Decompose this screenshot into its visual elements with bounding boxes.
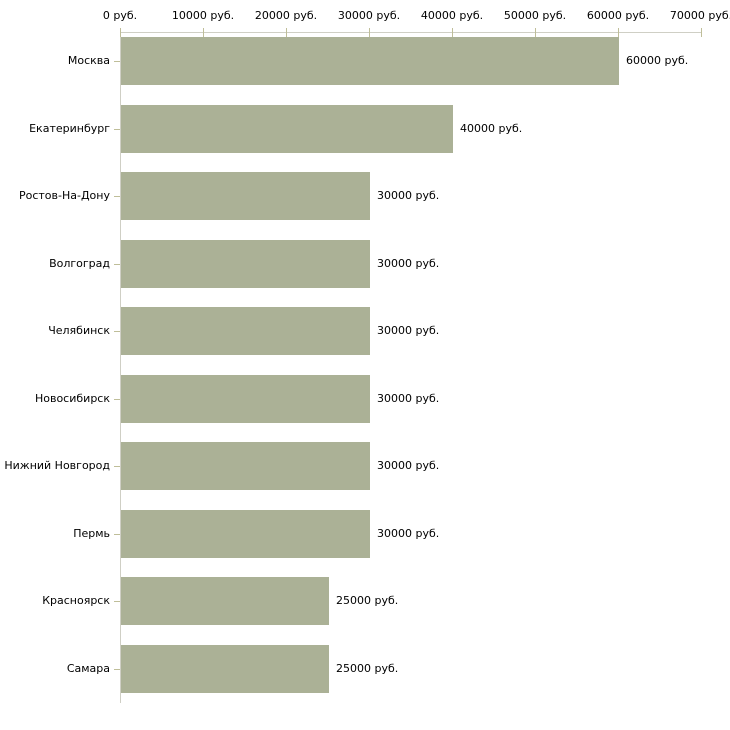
category-tick-mark (114, 129, 120, 130)
x-tick-mark (535, 28, 536, 37)
y-axis-line (120, 32, 121, 703)
category-tick-mark (114, 399, 120, 400)
x-tick-mark (203, 28, 204, 37)
bar (121, 172, 370, 220)
category-label: Красноярск (42, 594, 110, 607)
bar (121, 510, 370, 558)
value-label: 30000 руб. (377, 392, 440, 405)
category-label: Ростов-На-Дону (18, 189, 110, 202)
category-tick-mark (114, 196, 120, 197)
value-label: 40000 руб. (460, 122, 523, 135)
category-tick-mark (114, 534, 120, 535)
category-label: Челябинск (48, 324, 110, 337)
bar (121, 240, 370, 288)
category-tick-mark (114, 601, 120, 602)
bar (121, 645, 329, 693)
bar (121, 307, 370, 355)
value-label: 25000 руб. (336, 594, 399, 607)
category-label: Москва (67, 54, 110, 67)
category-label: Новосибирск (34, 392, 110, 405)
bar (121, 577, 329, 625)
x-tick-mark (120, 28, 121, 37)
x-axis-line (120, 32, 702, 33)
x-tick-label: 70000 руб. (669, 9, 730, 22)
x-tick-mark (618, 28, 619, 37)
value-label: 30000 руб. (377, 189, 440, 202)
category-tick-mark (114, 466, 120, 467)
x-tick-label: 30000 руб. (337, 9, 401, 22)
bar (121, 442, 370, 490)
x-tick-mark (701, 28, 702, 37)
value-label: 30000 руб. (377, 257, 440, 270)
bar (121, 375, 370, 423)
category-tick-mark (114, 669, 120, 670)
bar (121, 37, 619, 85)
category-tick-mark (114, 61, 120, 62)
x-tick-label: 10000 руб. (171, 9, 235, 22)
x-tick-label: 0 руб. (102, 9, 138, 22)
x-tick-label: 50000 руб. (503, 9, 567, 22)
category-label: Волгоград (49, 257, 110, 270)
category-label: Екатеринбург (29, 122, 110, 135)
x-tick-label: 60000 руб. (586, 9, 650, 22)
value-label: 30000 руб. (377, 527, 440, 540)
value-label: 60000 руб. (626, 54, 689, 67)
category-tick-mark (114, 264, 120, 265)
x-tick-mark (369, 28, 370, 37)
value-label: 30000 руб. (377, 459, 440, 472)
category-label: Пермь (73, 527, 110, 540)
category-label: Нижний Новгород (4, 459, 110, 472)
bar (121, 105, 453, 153)
value-label: 30000 руб. (377, 324, 440, 337)
value-label: 25000 руб. (336, 662, 399, 675)
x-tick-label: 20000 руб. (254, 9, 318, 22)
category-tick-mark (114, 331, 120, 332)
x-tick-label: 40000 руб. (420, 9, 484, 22)
x-tick-mark (452, 28, 453, 37)
x-tick-mark (286, 28, 287, 37)
category-label: Самара (66, 662, 110, 675)
